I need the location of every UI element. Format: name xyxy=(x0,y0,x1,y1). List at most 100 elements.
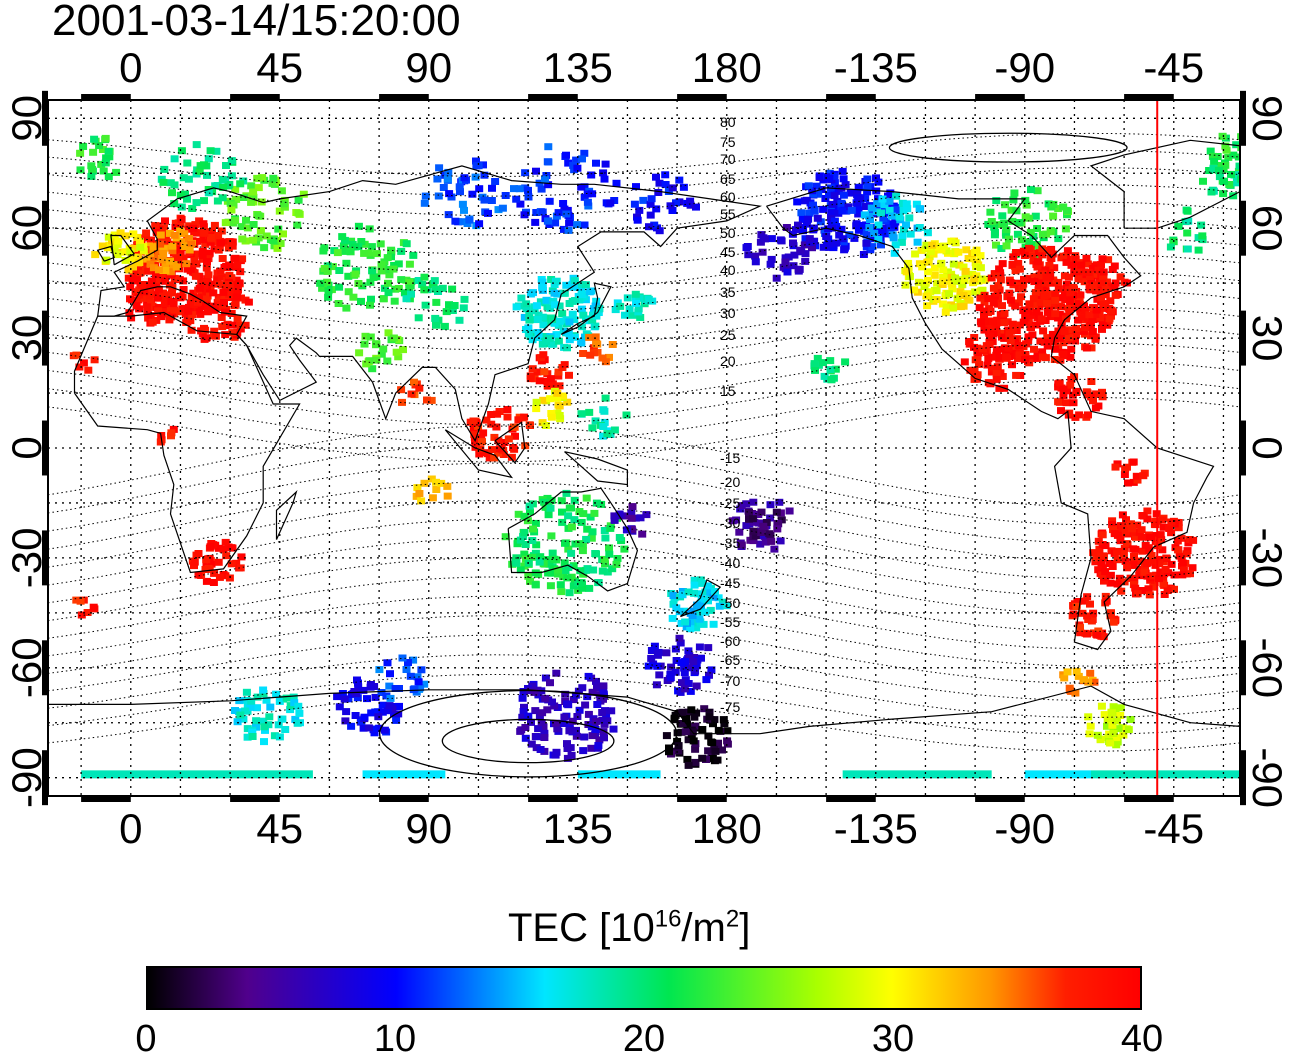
tec-cell xyxy=(225,282,234,290)
tec-cell xyxy=(1028,355,1037,363)
tec-cell xyxy=(460,174,469,182)
tec-cell xyxy=(139,263,148,271)
tec-cell xyxy=(1100,711,1109,719)
polar-contour xyxy=(441,718,615,764)
tec-cell xyxy=(1082,344,1091,352)
tec-cell xyxy=(503,406,512,413)
tec-cell xyxy=(154,266,163,274)
tec-cell xyxy=(791,226,800,234)
tec-cell xyxy=(672,199,680,207)
tec-cell xyxy=(231,707,239,714)
tec-cell xyxy=(490,454,499,462)
tec-cell xyxy=(1051,310,1060,318)
tec-cell xyxy=(1047,300,1056,308)
tec-cell xyxy=(191,250,200,258)
tec-cell xyxy=(1033,225,1042,232)
tec-cell xyxy=(827,213,835,221)
tec-cell xyxy=(1145,547,1154,555)
contour-label: -45 xyxy=(720,575,740,591)
tec-cell xyxy=(478,438,486,446)
colorbar-tick-label: 20 xyxy=(622,1018,666,1060)
tec-cell xyxy=(394,260,403,268)
tec-cell xyxy=(621,311,629,319)
tec-cell xyxy=(591,726,600,733)
tec-cell xyxy=(385,702,394,710)
tec-cell xyxy=(494,206,503,214)
tec-cell xyxy=(827,376,836,384)
tec-cell xyxy=(675,176,684,184)
tec-cell xyxy=(973,356,982,363)
tec-cell xyxy=(1130,529,1139,537)
tec-cell xyxy=(1163,587,1172,594)
tec-cell xyxy=(161,266,170,274)
tec-cell xyxy=(926,248,935,256)
tec-cell xyxy=(210,221,219,229)
tec-cell xyxy=(789,262,798,270)
tec-cell xyxy=(169,300,178,308)
tec-cell xyxy=(606,199,615,207)
tec-cell xyxy=(984,295,993,303)
tec-cell xyxy=(1110,530,1119,538)
tec-cell xyxy=(558,508,566,516)
tec-cell xyxy=(1008,320,1017,328)
tec-cell xyxy=(585,408,594,416)
tec-cell xyxy=(1121,465,1130,473)
tec-cell xyxy=(1060,291,1069,299)
tec-cell xyxy=(976,294,985,302)
tec-cell xyxy=(1097,561,1106,569)
tec-cell xyxy=(1143,507,1152,515)
tec-cell xyxy=(1034,276,1043,284)
tec-cell xyxy=(959,263,968,271)
tec-cell xyxy=(180,238,189,246)
tec-cell xyxy=(585,288,594,296)
tec-cell xyxy=(455,316,464,324)
tec-cell xyxy=(928,241,937,249)
tec-cell xyxy=(400,289,409,297)
tec-cell xyxy=(666,674,675,682)
tec-cell xyxy=(586,513,595,521)
tec-cell xyxy=(421,301,430,309)
tec-cell xyxy=(1095,552,1104,560)
tec-cell xyxy=(281,726,290,733)
tec-cell xyxy=(672,604,681,612)
tec-cell xyxy=(565,219,574,227)
tec-cell xyxy=(226,263,235,271)
tec-cell xyxy=(1155,560,1164,568)
tec-cell xyxy=(1065,308,1074,316)
tec-cell xyxy=(1141,541,1150,549)
tec-cell xyxy=(353,676,361,684)
tec-cell xyxy=(342,708,351,716)
tec-cell xyxy=(838,207,847,215)
tec-cell xyxy=(187,326,196,334)
tec-cell xyxy=(375,666,384,674)
tec-cell xyxy=(994,282,1003,290)
tec-cell xyxy=(886,189,895,197)
tec-cell xyxy=(924,276,932,284)
tec-cell xyxy=(1068,261,1076,269)
tec-cell xyxy=(148,243,157,251)
tec-cell xyxy=(1186,570,1194,578)
tec-cell xyxy=(259,686,268,694)
tec-cell xyxy=(592,550,600,558)
tec-cell xyxy=(1066,381,1075,389)
tec-cell xyxy=(1008,361,1016,369)
tec-cell xyxy=(125,309,134,317)
tec-cell xyxy=(976,318,985,326)
tec-cell xyxy=(1132,472,1141,480)
tec-cell xyxy=(1015,265,1024,273)
tec-cell xyxy=(932,296,941,304)
tec-cell xyxy=(1072,300,1081,308)
tec-cell xyxy=(534,311,543,319)
tec-cell xyxy=(242,696,251,704)
tec-cell xyxy=(1032,321,1040,329)
tec-cell xyxy=(216,267,225,275)
tec-cell xyxy=(526,508,534,516)
tec-cell xyxy=(518,713,527,721)
tec-cell xyxy=(603,717,612,725)
tec-cell xyxy=(555,382,564,390)
tec-cell xyxy=(202,264,211,272)
tec-cell xyxy=(758,248,767,256)
tec-cell xyxy=(1138,512,1147,519)
tec-cell xyxy=(431,285,440,293)
tec-cell xyxy=(874,221,883,229)
